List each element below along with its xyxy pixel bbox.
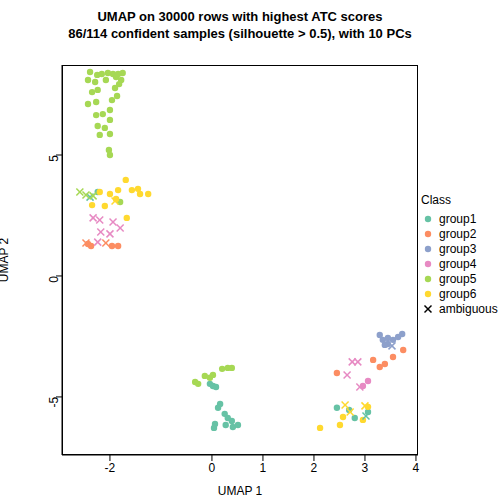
html-text:group6: group6: [439, 286, 477, 301]
html-text:group5: group5: [439, 271, 477, 286]
html-text:group1: group1: [439, 211, 477, 226]
svg-text:UMAP 1: UMAP 1: [218, 484, 263, 498]
svg-text:-2: -2: [105, 461, 116, 475]
html-text:group2: group2: [439, 226, 477, 241]
html-text:group3: group3: [439, 241, 477, 256]
svg-text:-5: -5: [47, 397, 61, 408]
html-text:UMAP on 30000 rows with highes: UMAP on 30000 rows with highest ATC scor…: [97, 9, 383, 24]
svg-text:3: 3: [362, 461, 369, 475]
html-text:Class: Class: [421, 193, 451, 207]
svg-text:0: 0: [209, 461, 216, 475]
svg-text:1: 1: [260, 461, 267, 475]
svg-text:5: 5: [47, 155, 61, 162]
html-text:group4: group4: [439, 256, 477, 271]
html-text:86/114 confident samples (silh: 86/114 confident samples (silhouette > 0…: [68, 26, 412, 41]
html-text:ambiguous: ambiguous: [439, 301, 498, 316]
svg-text:0: 0: [47, 276, 61, 283]
svg-text:2: 2: [311, 461, 318, 475]
svg-text:4: 4: [413, 461, 420, 475]
svg-text:UMAP 2: UMAP 2: [8, 237, 11, 282]
